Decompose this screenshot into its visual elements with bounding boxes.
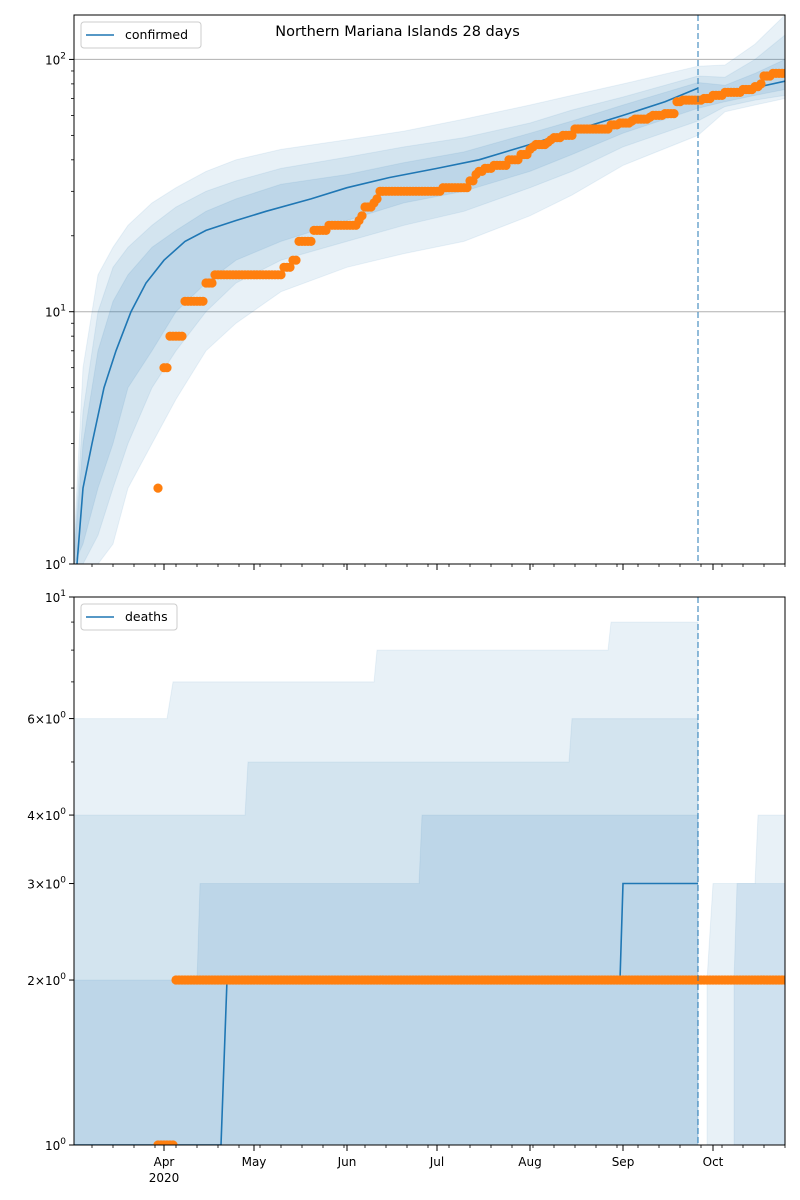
legend-label: confirmed <box>125 27 188 42</box>
x-tick-label: Jun <box>337 1155 357 1169</box>
legend-box <box>80 21 202 49</box>
x-tick-label: Sep <box>612 1155 635 1169</box>
y-tick-label: 2×100 <box>27 972 66 988</box>
x-year-label: 2020 <box>149 1171 180 1185</box>
data-point <box>162 363 172 373</box>
data-point <box>780 68 785 78</box>
uncertainty-band-outer <box>74 15 785 564</box>
x-tick-label: Apr <box>154 1155 175 1169</box>
uncertainty-band-forecast-inner <box>733 883 785 1145</box>
y-tick-label: 6×100 <box>27 711 66 727</box>
data-point <box>198 296 208 306</box>
data-point <box>306 236 316 246</box>
data-point <box>291 255 301 265</box>
y-tick-label: 101 <box>45 589 66 605</box>
data-point <box>780 975 785 985</box>
y-tick-label: 3×100 <box>27 876 66 892</box>
uncertainty-band-middle <box>74 34 785 564</box>
y-tick-label: 100 <box>45 1137 66 1153</box>
legend: confirmed <box>80 21 202 49</box>
data-point <box>207 278 217 288</box>
legend-box <box>80 603 178 631</box>
uncertainty-band-outer <box>74 621 699 1145</box>
data-point <box>153 483 163 493</box>
axes-frame <box>73 14 786 565</box>
data-point <box>756 79 766 89</box>
observed-points <box>153 68 785 493</box>
chart-title: Northern Mariana Islands 28 days <box>275 24 520 40</box>
data-point <box>177 331 187 341</box>
x-tick-label: Oct <box>703 1155 724 1169</box>
plot-area <box>74 621 785 1145</box>
uncertainty-band-middle <box>74 718 699 1145</box>
y-tick-label: 100 <box>45 556 66 572</box>
confirmed-panel: 100 101 102 confirmed Northern Mariana Islan… <box>45 14 786 572</box>
data-point <box>669 109 679 119</box>
deaths-panel: 100 2×100 3×100 4×100 6×100 101 Apr 2020 May Jun J… <box>27 589 786 1185</box>
axes-frame <box>73 596 786 1146</box>
data-point <box>285 262 295 272</box>
y-tick-label: 102 <box>45 51 66 67</box>
legend: deaths <box>80 603 178 631</box>
data-point <box>276 270 286 280</box>
x-tick-label: Jul <box>429 1155 444 1169</box>
data-point <box>372 194 382 204</box>
data-point <box>357 211 367 221</box>
x-tick-label: May <box>242 1155 267 1169</box>
data-point <box>168 1140 178 1145</box>
y-tick-label: 101 <box>45 304 66 320</box>
uncertainty-band-inner <box>74 58 785 564</box>
y-tick-label: 4×100 <box>27 807 66 823</box>
legend-label: deaths <box>125 609 168 624</box>
x-tick-label: Aug <box>518 1155 541 1169</box>
plot-area <box>74 15 785 564</box>
observed-points <box>153 975 785 1145</box>
